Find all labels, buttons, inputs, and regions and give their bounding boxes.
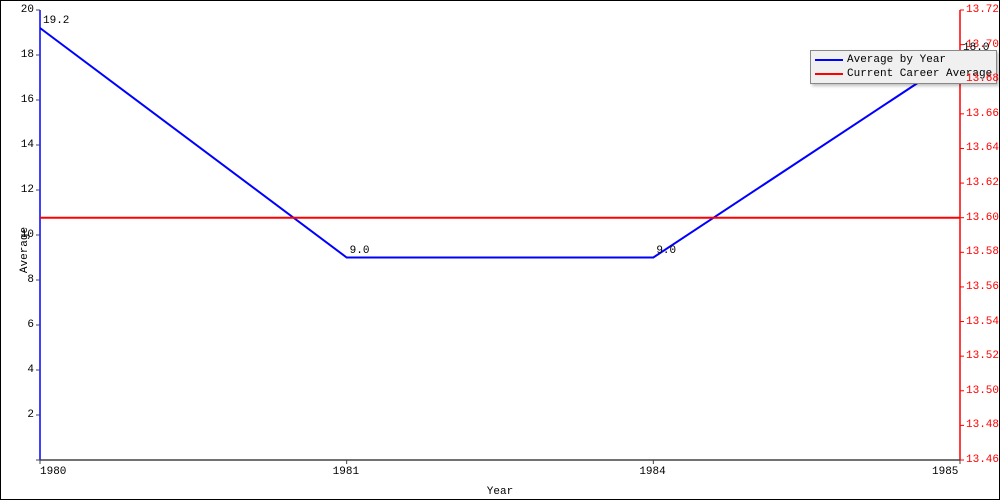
y-right-tick-label: 13.66	[966, 108, 999, 120]
data-point-label: 9.0	[656, 245, 676, 257]
y-left-tick-label: 16	[21, 94, 34, 106]
y-right-tick-label: 13.72	[966, 4, 999, 16]
y-right-tick-label: 13.62	[966, 177, 999, 189]
x-tick-label: 1981	[333, 466, 359, 478]
legend-swatch	[815, 73, 843, 75]
y-right-tick-label: 13.50	[966, 385, 999, 397]
y-left-tick-label: 14	[21, 139, 34, 151]
legend-label: Average by Year	[847, 54, 946, 66]
data-point-label: 19.2	[43, 15, 69, 27]
y-right-tick-label: 13.64	[966, 142, 999, 154]
y-right-tick-label: 13.56	[966, 281, 999, 293]
y-right-tick-label: 13.48	[966, 419, 999, 431]
y-right-tick-label: 13.52	[966, 350, 999, 362]
y-right-tick-label: 13.68	[966, 73, 999, 85]
y-right-tick-label: 13.58	[966, 246, 999, 258]
y-left-tick-label: 8	[27, 274, 34, 286]
x-tick-label: 1985	[932, 466, 958, 478]
y-left-tick-label: 2	[27, 409, 34, 421]
x-axis-label: Year	[487, 486, 513, 498]
y-left-tick-label: 4	[27, 364, 34, 376]
y-left-tick-label: 18	[21, 49, 34, 61]
legend-item: Average by Year	[815, 53, 992, 67]
x-tick-label: 1984	[639, 466, 665, 478]
y-left-tick-label: 6	[27, 319, 34, 331]
y-right-tick-label: 13.60	[966, 212, 999, 224]
y-left-tick-label: 10	[21, 229, 34, 241]
y-right-tick-label: 13.46	[966, 454, 999, 466]
legend-swatch	[815, 59, 843, 61]
y-left-tick-label: 12	[21, 184, 34, 196]
chart-container: Average Year Average by YearCurrent Care…	[0, 0, 1000, 500]
y-left-tick-label: 20	[21, 4, 34, 16]
y-right-tick-label: 13.54	[966, 316, 999, 328]
data-point-label: 18.0	[963, 42, 989, 54]
x-tick-label: 1980	[40, 466, 66, 478]
data-point-label: 9.0	[350, 245, 370, 257]
